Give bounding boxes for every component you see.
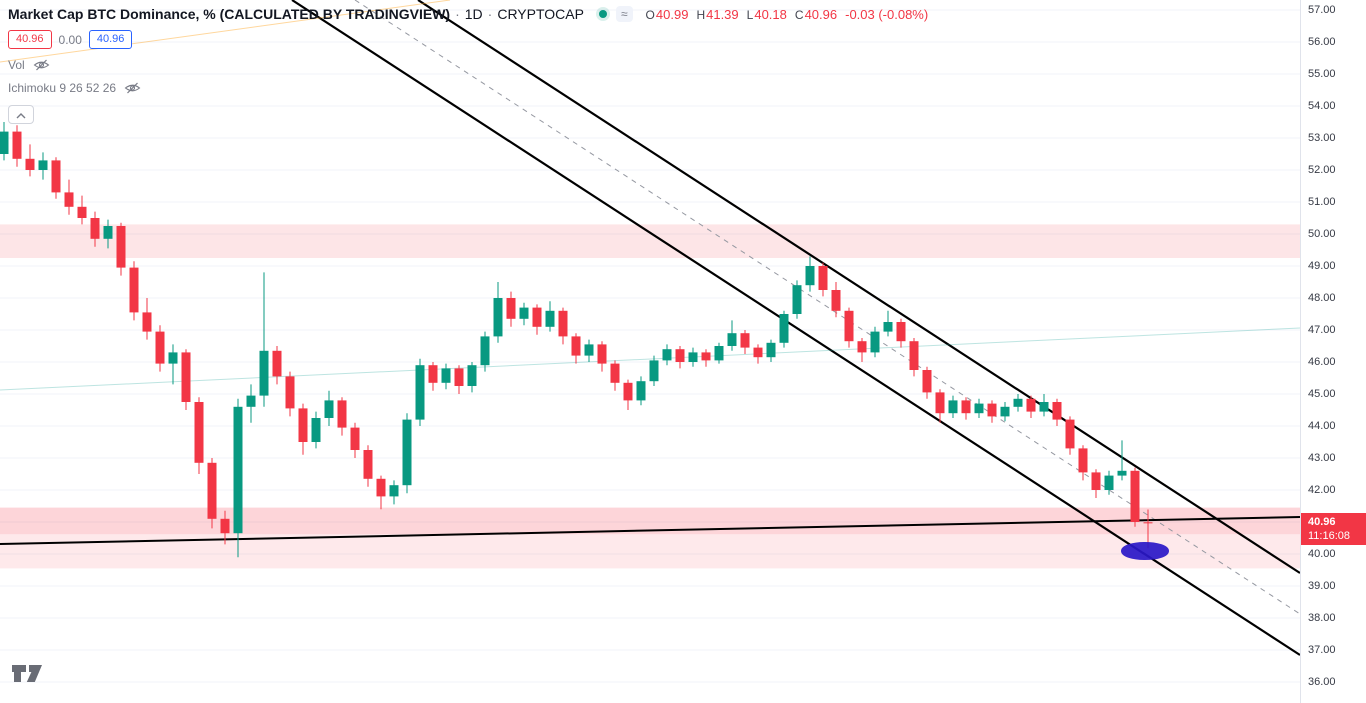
price-axis-label: 44.00 [1308, 420, 1336, 432]
price-axis-label: 36.00 [1308, 676, 1336, 688]
indicator-row-ichimoku[interactable]: Ichimoku 9 26 52 26 [8, 81, 928, 95]
price-axis-label: 53.00 [1308, 132, 1336, 144]
current-price-badge: 40.96 11:16:08 [1301, 513, 1366, 546]
exchange-label[interactable]: CRYPTOCAP [497, 6, 584, 22]
price-axis-label: 55.00 [1308, 68, 1336, 80]
open-value: O 40.99 [645, 6, 689, 22]
approx-values-icon[interactable]: ≈ [615, 6, 633, 22]
price-axis-label: 52.00 [1308, 164, 1336, 176]
pl-value: 0.00 [58, 32, 82, 47]
eye-off-icon[interactable] [33, 59, 50, 71]
price-tags-row: 40.96 0.00 40.96 [8, 30, 928, 49]
candlestick-chart [0, 0, 1300, 683]
price-axis-label: 57.00 [1308, 4, 1336, 16]
collapse-legend-button[interactable] [8, 105, 34, 124]
price-axis-label: 48.00 [1308, 292, 1336, 304]
price-axis-label: 39.00 [1308, 580, 1336, 592]
price-axis-label: 50.00 [1308, 228, 1336, 240]
indicator-label: Vol [8, 58, 25, 72]
price-tag-blue[interactable]: 40.96 [88, 30, 133, 49]
price-axis-label: 54.00 [1308, 100, 1336, 112]
symbol-header-row: Market Cap BTC Dominance, % (CALCULATED … [8, 6, 928, 22]
indicator-row-volume[interactable]: Vol [8, 58, 928, 72]
price-axis[interactable]: 57.00 56.00 55.00 54.00 53.00 52.00 51.00 50.00… [1300, 0, 1366, 703]
price-axis-label: 38.00 [1308, 612, 1336, 624]
tradingview-logo[interactable] [10, 660, 44, 691]
change-value: -0.03 (-0.08%) [845, 6, 929, 22]
price-axis-label: 46.00 [1308, 356, 1336, 368]
close-value: C 40.96 [794, 6, 838, 22]
price-tag-red[interactable]: 40.96 [8, 30, 52, 49]
chevron-up-icon [16, 107, 26, 122]
price-axis-label: 42.00 [1308, 484, 1336, 496]
ohlc-values: O 40.99 H 41.39 L 40.18 C 40.96 -0.03 (-0.08… [646, 7, 929, 22]
current-price-value: 40.96 [1308, 516, 1336, 529]
price-axis-label: 49.00 [1308, 260, 1336, 272]
separator: · [487, 6, 493, 22]
bar-countdown: 11:16:08 [1308, 530, 1351, 543]
price-axis-label: 45.00 [1308, 388, 1336, 400]
separator: · [455, 6, 460, 22]
low-value: L 40.18 [746, 6, 787, 22]
eye-off-icon[interactable] [124, 82, 141, 94]
interval-label[interactable]: 1D [464, 6, 483, 22]
symbol-title[interactable]: Market Cap BTC Dominance, % (CALCULATED … [8, 6, 451, 22]
price-axis-label: 40.00 [1308, 548, 1336, 560]
price-axis-label: 51.00 [1308, 196, 1336, 208]
price-axis-label: 43.00 [1308, 452, 1336, 464]
chart-legend: Market Cap BTC Dominance, % (CALCULATED … [8, 6, 928, 124]
price-axis-label: 37.00 [1308, 644, 1336, 656]
chart-canvas[interactable] [0, 0, 1300, 703]
indicator-label: Ichimoku 9 26 52 26 [8, 81, 117, 95]
market-status-icon[interactable] [598, 10, 607, 18]
high-value: H 41.39 [696, 6, 739, 22]
price-axis-label: 56.00 [1308, 36, 1336, 48]
price-axis-label: 47.00 [1308, 324, 1336, 336]
